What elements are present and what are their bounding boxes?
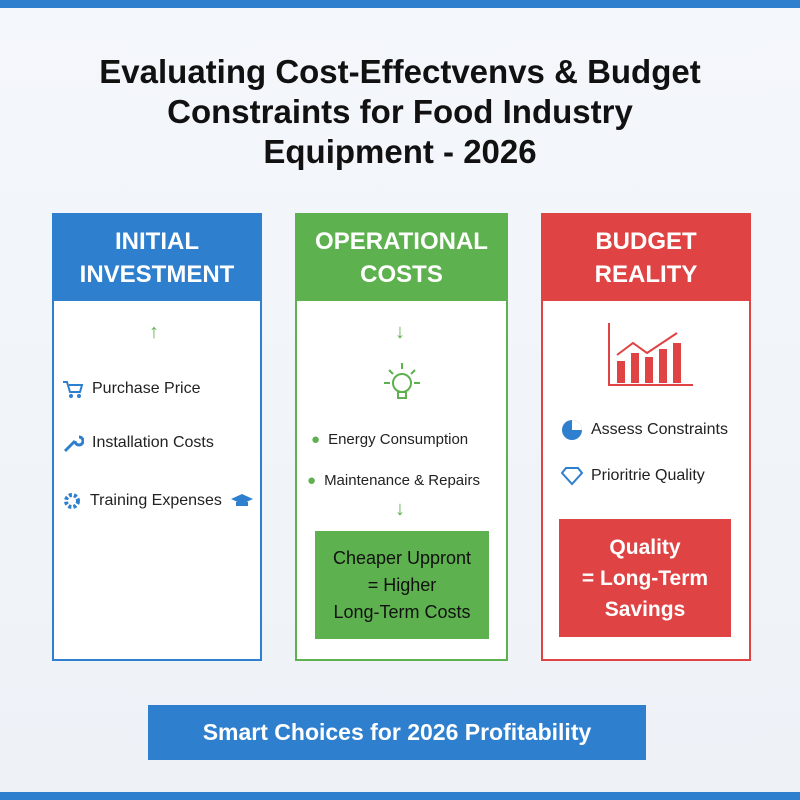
item-text: Maintenance & Repairs — [324, 472, 480, 489]
column-heading: INITIAL INVESTMENT — [54, 215, 260, 301]
callout-line: Long-Term Costs — [333, 601, 471, 622]
item: ● Maintenance & Repairs — [307, 472, 480, 489]
item: Assess Constraints — [561, 419, 728, 441]
gear-icon — [64, 493, 80, 509]
callout-line: Savings — [604, 597, 686, 621]
column-budget: BUDGET REALITY Assess Constraints Priori… — [541, 213, 751, 661]
diamond-icon — [561, 467, 583, 486]
arrow-down: ↓ — [395, 321, 405, 343]
heading-line: BUDGET — [595, 228, 697, 255]
top-strip — [0, 0, 800, 8]
title: Evaluating Cost-Effectvenvs & Budget Con… — [0, 52, 800, 172]
item: Training Expenses — [62, 491, 254, 511]
column-operational: OPERATIONAL COSTS ↓ ● Energy Consumption … — [295, 213, 508, 661]
bullet: ● — [311, 431, 321, 448]
title-line: Equipment - 2026 — [263, 133, 537, 170]
title-line: Evaluating Cost-Effectvenvs & Budget — [99, 53, 701, 90]
bulb-icon — [384, 363, 420, 399]
item-text: Training Expenses — [90, 492, 222, 509]
footer-banner: Smart Choices for 2026 Profitability — [148, 705, 646, 760]
callout-line: = Long-Term — [581, 566, 709, 590]
callout: Quality = Long-Term Savings — [559, 519, 731, 637]
callout-line: = Higher — [367, 574, 437, 595]
heading-line: REALITY — [594, 261, 698, 288]
callout-line: Cheaper Uppront — [332, 547, 472, 568]
wrench-icon — [63, 435, 84, 453]
item: Purchase Price — [62, 379, 201, 399]
heading-line: OPERATIONAL — [315, 228, 488, 255]
item: Installation Costs — [62, 433, 214, 453]
title-line: Constraints for Food Industry — [167, 93, 633, 130]
cap-icon — [230, 494, 253, 506]
heading-line: INITIAL — [115, 228, 199, 255]
bullet: ● — [307, 472, 317, 489]
arrow-up: ↑ — [149, 321, 159, 343]
item-text: Assess Constraints — [591, 421, 728, 438]
column-initial: INITIAL INVESTMENT ↑ Purchase Price Inst… — [52, 213, 262, 661]
item-text: Purchase Price — [92, 380, 201, 397]
item: Prioritrie Quality — [561, 466, 705, 486]
arrow-down: ↓ — [395, 498, 405, 520]
callout: Cheaper Uppront = Higher Long-Term Costs — [315, 531, 489, 639]
pie-icon — [562, 420, 582, 440]
heading-line: INVESTMENT — [79, 261, 235, 288]
bottom-strip — [0, 792, 800, 800]
item: ● Energy Consumption — [311, 431, 468, 448]
item-text: Prioritrie Quality — [591, 467, 705, 484]
heading-line: COSTS — [360, 261, 443, 288]
column-heading: BUDGET REALITY — [543, 215, 749, 301]
item-text: Installation Costs — [92, 434, 214, 451]
callout-line: Quality — [609, 535, 681, 559]
chart-icon — [608, 323, 693, 386]
cart-icon — [63, 381, 84, 398]
column-heading: OPERATIONAL COSTS — [297, 215, 506, 301]
item-text: Energy Consumption — [328, 431, 469, 448]
